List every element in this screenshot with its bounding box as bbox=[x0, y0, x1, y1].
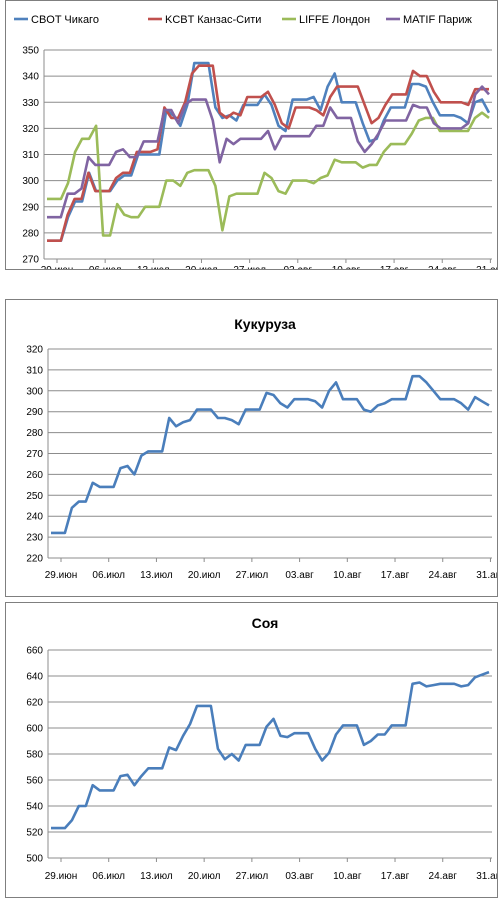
exchanges-x-tick-label: 03.авг bbox=[284, 265, 313, 269]
corn-x-tick-label: 10.авг bbox=[333, 570, 362, 581]
exchanges-series-line-1 bbox=[47, 64, 489, 242]
corn-y-tick-label: 270 bbox=[26, 449, 43, 460]
exchanges-legend-label: LIFFE Лондон bbox=[299, 14, 370, 26]
exchanges-y-tick-label: 270 bbox=[22, 255, 39, 266]
soy-y-tick-label: 660 bbox=[26, 646, 43, 657]
corn-y-tick-label: 280 bbox=[26, 428, 43, 439]
soy-line-chart: Соя 500 520 540 560 580 600 620 640 660 29.июн 06.и… bbox=[26, 615, 497, 882]
corn-x-tick-label: 20.июл bbox=[188, 570, 221, 581]
soy-y-tick-label: 500 bbox=[26, 854, 43, 865]
exchanges-x-tick-label: 17.авг bbox=[380, 265, 409, 269]
corn-y-tick-label: 260 bbox=[26, 470, 43, 481]
corn-x-tick-label: 29.июн bbox=[45, 570, 78, 581]
corn-x-tick-label: 31.авг bbox=[476, 570, 497, 581]
soy-x-tick-label: 17.авг bbox=[381, 871, 410, 882]
exchanges-x-tick-label: 29.июн bbox=[41, 265, 74, 269]
soy-y-tick-label: 580 bbox=[26, 750, 43, 761]
soy-y-tick-label: 560 bbox=[26, 776, 43, 787]
exchanges-y-tick-label: 330 bbox=[22, 98, 39, 109]
exchanges-x-tick-label: 10.авг bbox=[332, 265, 361, 269]
exchanges-legend-label: CBOT Чикаго bbox=[31, 14, 99, 26]
soy-x-tick-label: 03.авг bbox=[285, 871, 314, 882]
corn-x-tick-label: 06.июл bbox=[92, 570, 125, 581]
soy-x-tick-label: 13.июл bbox=[140, 871, 173, 882]
soy-x-tick-label: 06.июл bbox=[92, 871, 125, 882]
corn-chart-panel: Кукуруза 220 230 240 250 260 270 280 290 300 310 32… bbox=[5, 299, 498, 597]
corn-x-tick-label: 24.авг bbox=[429, 570, 458, 581]
exchanges-y-tick-label: 280 bbox=[22, 228, 39, 239]
soy-series-line-0 bbox=[51, 670, 490, 830]
soy-y-tick-label: 640 bbox=[26, 672, 43, 683]
soy-x-tick-label: 24.авг bbox=[429, 871, 458, 882]
exchanges-x-tick-label: 20.июл bbox=[185, 265, 218, 269]
corn-y-tick-label: 240 bbox=[26, 512, 43, 523]
exchanges-y-tick-label: 340 bbox=[22, 72, 39, 83]
soy-x-tick-label: 20.июл bbox=[188, 871, 221, 882]
exchanges-x-tick-label: 31.авг bbox=[476, 265, 497, 269]
exchanges-y-tick-label: 300 bbox=[22, 176, 39, 187]
exchanges-y-tick-label: 290 bbox=[22, 202, 39, 213]
soy-x-tick-label: 27.июл bbox=[236, 871, 269, 882]
exchanges-series-line-0 bbox=[47, 61, 491, 242]
exchanges-series-line-3 bbox=[47, 85, 490, 219]
corn-y-tick-label: 220 bbox=[26, 554, 43, 565]
corn-x-tick-label: 27.июл bbox=[236, 570, 269, 581]
corn-chart-title: Кукуруза bbox=[234, 316, 296, 332]
exchanges-legend-label: MATIF Париж bbox=[403, 14, 473, 26]
corn-series-line-0 bbox=[51, 374, 490, 535]
soy-x-tick-label: 29.июн bbox=[45, 871, 78, 882]
corn-y-tick-label: 290 bbox=[26, 407, 43, 418]
soy-y-tick-label: 600 bbox=[26, 724, 43, 735]
soy-y-tick-label: 520 bbox=[26, 828, 43, 839]
exchanges-x-tick-label: 06.июл bbox=[89, 265, 122, 269]
corn-x-tick-label: 17.авг bbox=[381, 570, 410, 581]
corn-y-tick-label: 320 bbox=[26, 345, 43, 356]
soy-y-tick-label: 540 bbox=[26, 802, 43, 813]
corn-y-tick-label: 310 bbox=[26, 365, 43, 376]
soy-x-tick-label: 10.авг bbox=[333, 871, 362, 882]
exchanges-series-line-2 bbox=[47, 111, 490, 237]
soy-y-tick-label: 620 bbox=[26, 698, 43, 709]
corn-y-tick-label: 300 bbox=[26, 386, 43, 397]
corn-y-tick-label: 250 bbox=[26, 491, 43, 502]
corn-x-tick-label: 03.авг bbox=[285, 570, 314, 581]
exchanges-y-tick-label: 310 bbox=[22, 150, 39, 161]
exchanges-x-tick-label: 24.авг bbox=[428, 265, 457, 269]
exchanges-x-tick-label: 13.июл bbox=[137, 265, 170, 269]
exchanges-y-tick-label: 320 bbox=[22, 124, 39, 135]
exchanges-line-chart: 270 280 290 300 310 320 330 340 350 29.июн 06.июл 1… bbox=[14, 14, 497, 269]
exchanges-y-tick-label: 350 bbox=[22, 46, 39, 57]
exchanges-chart-panel: 270 280 290 300 310 320 330 340 350 29.июн 06.июл 1… bbox=[5, 0, 498, 270]
corn-line-chart: Кукуруза 220 230 240 250 260 270 280 290 300 310 32… bbox=[26, 316, 497, 581]
exchanges-x-tick-label: 27.июл bbox=[233, 265, 266, 269]
exchanges-legend-label: KCBT Канзас-Сити bbox=[165, 14, 261, 26]
soy-chart-title: Соя bbox=[252, 615, 279, 631]
corn-y-tick-label: 230 bbox=[26, 533, 43, 544]
soy-chart-panel: Соя 500 520 540 560 580 600 620 640 660 29.июн 06.и… bbox=[5, 602, 498, 898]
soy-x-tick-label: 31.авг bbox=[476, 871, 497, 882]
corn-x-tick-label: 13.июл bbox=[140, 570, 173, 581]
